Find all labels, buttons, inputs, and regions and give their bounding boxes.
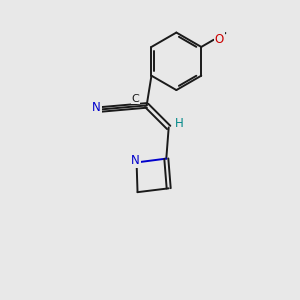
Text: N: N <box>92 101 101 114</box>
Text: O: O <box>215 33 224 46</box>
Text: C: C <box>131 94 139 104</box>
Text: H: H <box>175 117 184 130</box>
Text: N: N <box>131 154 140 167</box>
